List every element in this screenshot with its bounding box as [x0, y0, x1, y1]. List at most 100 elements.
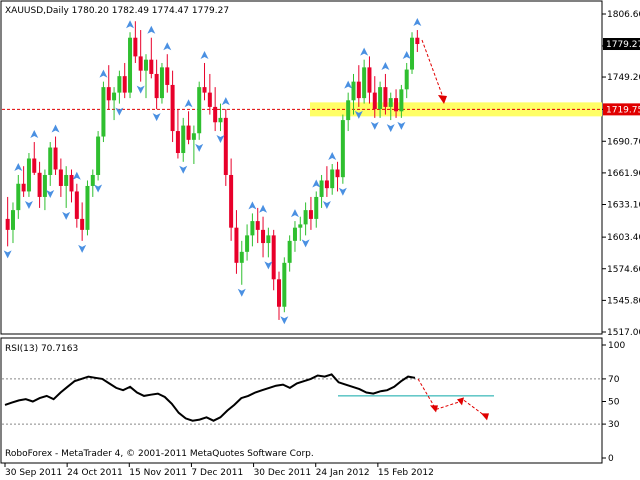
candle-body: [394, 98, 399, 112]
rsi-pane[interactable]: [0, 337, 603, 464]
fractal-up-icon: [99, 69, 108, 78]
time-tick-label: 24 Jan 2012: [316, 468, 370, 478]
candle-body: [340, 120, 345, 178]
candle-body: [410, 37, 415, 70]
candle-body: [85, 185, 90, 230]
rsi-series-line: [4, 373, 416, 422]
fractal-down-icon: [3, 250, 12, 259]
fractal-up-icon: [14, 162, 23, 171]
rsi-tick-label: 70: [608, 375, 620, 385]
fractal-up-icon: [381, 61, 390, 70]
fractal-up-icon: [344, 80, 353, 89]
candle-body: [5, 218, 10, 230]
candle-body: [42, 174, 47, 197]
forecast-arrow-head-icon: [438, 95, 447, 104]
candle-body: [335, 169, 340, 178]
candle-body: [308, 210, 313, 219]
fractal-down-icon: [136, 85, 145, 94]
candle-body: [346, 100, 351, 121]
candle-body: [367, 67, 372, 93]
time-tick-label: 24 Oct 2011: [67, 468, 123, 478]
fractal-down-icon: [322, 200, 331, 209]
candle-body: [21, 183, 26, 192]
symbol-header: XAUUSD,Daily 1780.20 1782.49 1774.47 177…: [5, 6, 229, 16]
candle-body: [239, 251, 244, 263]
copyright-text: RoboForex - MetaTrader 4, © 2001-2011 Me…: [5, 449, 314, 459]
candle-body: [112, 92, 117, 101]
fractal-down-icon: [354, 110, 363, 119]
candle-body: [138, 56, 143, 71]
candle-body: [117, 76, 122, 93]
candle-body: [223, 117, 228, 175]
candle-body: [378, 87, 383, 110]
fractal-up-icon: [200, 50, 209, 59]
fractal-down-icon: [397, 121, 406, 130]
price-tick-label: 1517.00: [607, 328, 640, 338]
candle-body: [388, 98, 393, 107]
time-tick-label: 15 Nov 2011: [129, 468, 187, 478]
candle-body: [16, 183, 21, 211]
candle-body: [175, 131, 180, 154]
price-tick-label: 1690.70: [607, 137, 640, 147]
candle-body: [298, 224, 303, 228]
candle-body: [362, 67, 367, 99]
candle-body: [37, 172, 42, 197]
candle-body: [64, 174, 69, 186]
price-tick-label: 1749.20: [607, 73, 640, 83]
fractal-down-icon: [46, 189, 55, 198]
fractal-up-icon: [221, 97, 230, 106]
fractal-down-icon: [338, 187, 347, 196]
fractal-down-icon: [370, 121, 379, 130]
candle-body: [351, 81, 356, 101]
fractal-up-icon: [402, 50, 411, 59]
candle-body: [218, 117, 223, 123]
fractal-up-icon: [184, 99, 193, 108]
fractal-down-icon: [115, 107, 124, 116]
rsi-tick-label: 50: [608, 398, 620, 408]
fractal-down-icon: [237, 288, 246, 297]
candle-body: [143, 59, 148, 71]
candle-body: [356, 81, 361, 99]
fractal-down-icon: [94, 184, 103, 193]
candle-body: [80, 218, 85, 230]
candle-body: [234, 227, 239, 263]
candle-body: [292, 227, 297, 241]
fractal-up-icon: [30, 130, 39, 139]
fractal-down-icon: [216, 135, 225, 144]
candle-body: [122, 76, 127, 93]
fractal-down-icon: [152, 113, 161, 122]
candle-body: [53, 147, 58, 170]
candle-body: [202, 87, 207, 93]
price-tick-label: 1545.80: [607, 296, 640, 306]
rsi-title: RSI(13) 70.7163: [5, 344, 78, 354]
price-tick-label: 1661.90: [607, 169, 640, 179]
candle-body: [106, 87, 111, 101]
fractal-up-icon: [328, 151, 337, 160]
price-tick-label: 1574.60: [607, 265, 640, 275]
candle-body: [277, 279, 282, 307]
candle-body: [250, 221, 255, 236]
candle-body: [271, 235, 276, 280]
fractal-down-icon: [301, 239, 310, 248]
candle-body: [213, 106, 218, 123]
time-tick-label: 30 Sep 2011: [5, 468, 62, 478]
candle-body: [330, 169, 335, 189]
candle-body: [165, 67, 170, 85]
candle-body: [319, 180, 324, 197]
candle-body: [255, 221, 260, 230]
candle-body: [191, 133, 196, 140]
fractal-up-icon: [413, 18, 422, 27]
price-tick-label: 1603.40: [607, 233, 640, 243]
forecast-arrow-line: [421, 39, 445, 101]
price-pane[interactable]: [0, 0, 603, 335]
fractal-down-icon: [264, 261, 273, 270]
fractal-up-icon: [72, 171, 81, 180]
candle-body: [26, 158, 31, 192]
fractal-down-icon: [195, 143, 204, 152]
candle-body: [303, 210, 308, 225]
candle-body: [128, 37, 133, 93]
candle-body: [207, 92, 212, 107]
fractal-up-icon: [360, 47, 369, 56]
fractal-down-icon: [280, 316, 289, 325]
